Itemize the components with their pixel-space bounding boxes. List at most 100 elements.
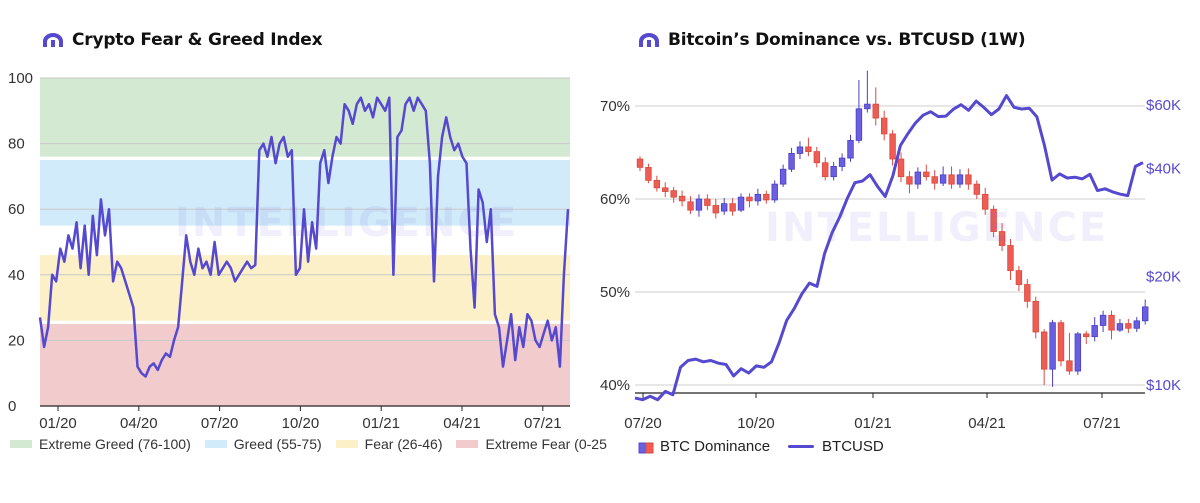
logo-icon	[43, 33, 63, 47]
legend-item-btc-dominance[interactable]: BTC Dominance	[638, 438, 770, 455]
y-tick-label: 40	[8, 267, 25, 284]
candle-body	[754, 193, 762, 202]
legend-item-extreme-fear: Extreme Fear (0-25	[456, 436, 607, 452]
x-tick-label: 07/20	[624, 415, 662, 430]
candle-body	[636, 158, 644, 168]
x-tick-label: 10/20	[737, 415, 775, 430]
candle-body	[779, 168, 787, 185]
candle-body	[838, 157, 846, 167]
y-tick-label: 100	[8, 70, 33, 87]
legend-item-fear: Fear (26-46)	[335, 436, 443, 452]
candle-body	[1125, 323, 1132, 329]
y-tick-label: 60	[8, 201, 25, 218]
x-tick-label: 04/21	[443, 415, 481, 430]
right-tick-label: $10K	[1146, 377, 1181, 394]
legend-label: Extreme Fear (0-25	[485, 436, 607, 452]
candle-body	[1133, 320, 1140, 329]
x-tick-label: 10/20	[282, 415, 320, 430]
candle-body	[1057, 322, 1065, 362]
candle-body	[1091, 325, 1098, 338]
y-tick-label: 80	[8, 136, 25, 153]
candle-body	[948, 174, 955, 185]
candle-body	[923, 171, 930, 178]
dominance-chart: 40% 50% 60% 70% $10K $20K $40K $60K 07/20 10/20 01…	[600, 70, 1181, 430]
fear-greed-title-text: Crypto Fear & Greed Index	[72, 30, 323, 50]
candle-body	[1015, 270, 1023, 285]
legend-label: BTC Dominance	[660, 438, 771, 455]
logo-icon	[639, 33, 659, 47]
legend-swatch	[335, 440, 358, 448]
candle-body	[906, 176, 913, 185]
candle-body	[788, 153, 795, 170]
candle-body	[1040, 331, 1048, 370]
legend-swatch	[204, 440, 227, 448]
candle-body	[880, 117, 888, 135]
candle-body	[830, 166, 837, 178]
band-0	[40, 78, 570, 157]
y-tick-label: 0	[8, 398, 16, 415]
right-tick-label: $40K	[1146, 160, 1181, 177]
candle-body	[662, 187, 669, 192]
btcusd-line	[634, 94, 1144, 402]
x-tick-label: 01/21	[854, 415, 892, 430]
candle-body	[973, 183, 980, 195]
x-tick-label: 07/21	[1083, 415, 1121, 430]
fear-greed-title: Crypto Fear & Greed Index	[42, 30, 323, 50]
candle-body	[763, 193, 770, 201]
candle-body	[956, 174, 964, 185]
candle-body	[914, 171, 922, 185]
legend-swatch	[456, 440, 479, 448]
candle-body	[822, 162, 829, 178]
legend-label: BTCUSD	[822, 438, 884, 455]
candle-body	[998, 231, 1006, 246]
candle-body	[1116, 323, 1124, 331]
watermark-right: INTELLIGENCE	[765, 205, 1109, 251]
candle-body	[645, 166, 652, 181]
x-tick-label: 01/21	[362, 415, 400, 430]
candle-body	[897, 158, 905, 178]
left-tick-label: 40%	[600, 377, 630, 394]
legend-swatch	[10, 440, 32, 448]
dominance-title: Bitcoin’s Dominance vs. BTCUSD (1W)	[638, 30, 1026, 50]
legend-label: Greed (55-75)	[233, 436, 322, 452]
candle-body	[1024, 284, 1031, 302]
watermark-left: INTELLIGENCE	[175, 200, 519, 246]
candle-body	[855, 108, 863, 141]
left-tick-label: 70%	[600, 98, 630, 115]
candle-body	[729, 203, 736, 212]
candle-body	[737, 196, 745, 211]
candle-body	[1083, 333, 1090, 338]
candle-body	[653, 179, 661, 189]
legend-item-greed: Greed (55-75)	[204, 436, 322, 452]
x-tick-label: 04/20	[120, 415, 158, 430]
candle-body	[687, 201, 694, 211]
candle-body	[796, 146, 804, 154]
y-tick-label: 20	[8, 332, 25, 349]
right-tick-label: $20K	[1146, 269, 1181, 286]
candle-body	[1142, 306, 1149, 322]
legend-item-btcusd[interactable]: BTCUSD	[788, 438, 884, 455]
candle-icon	[638, 441, 654, 453]
candle-body	[1074, 333, 1082, 372]
x-tick-label: 07/21	[524, 415, 562, 430]
candle-body	[1066, 360, 1073, 372]
candle-body	[771, 183, 778, 201]
candle-body	[712, 205, 719, 214]
right-tick-label: $60K	[1146, 97, 1181, 114]
legend-label: Fear (26-46)	[364, 436, 443, 452]
x-tick-label: 01/20	[39, 415, 77, 430]
line-icon	[788, 445, 815, 448]
band-3	[40, 324, 570, 406]
dominance-title-text: Bitcoin’s Dominance vs. BTCUSD (1W)	[668, 30, 1026, 50]
candle-body	[813, 151, 821, 164]
candle-body	[931, 176, 938, 184]
fear-greed-chart: 0 20 40 60 80 100 01/20 04/20 07/20 10/20 01/21 04/…	[8, 70, 570, 430]
candle-body	[670, 190, 677, 198]
x-tick-label: 04/21	[968, 415, 1006, 430]
candle-body	[1049, 322, 1056, 370]
candle-body	[965, 174, 972, 185]
legend-label: Extreme Greed (76-100)	[39, 436, 191, 452]
candle-body	[864, 103, 871, 110]
left-tick-label: 50%	[600, 284, 630, 301]
band-legend: Extreme Greed (76-100) Greed (55-75) Fea…	[10, 436, 621, 452]
